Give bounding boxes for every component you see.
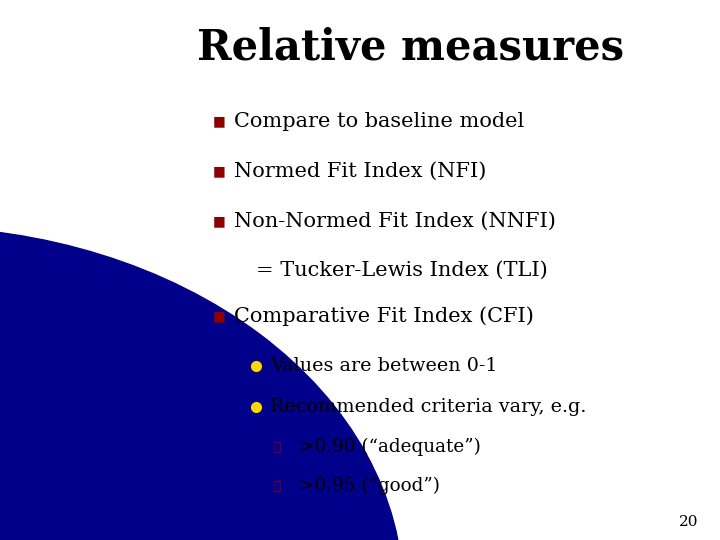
Text: = Tucker-Lewis Index (TLI): = Tucker-Lewis Index (TLI) xyxy=(256,261,547,280)
Text: Relative measures: Relative measures xyxy=(197,27,624,69)
Circle shape xyxy=(0,227,403,540)
Text: Comparative Fit Index (CFI): Comparative Fit Index (CFI) xyxy=(234,307,534,326)
Text: Normed Fit Index (NFI): Normed Fit Index (NFI) xyxy=(234,161,487,181)
Text: 20: 20 xyxy=(679,515,698,529)
Text: >0.90 (“adequate”): >0.90 (“adequate”) xyxy=(299,438,481,456)
Text: Recommended criteria vary, e.g.: Recommended criteria vary, e.g. xyxy=(270,397,586,416)
Text: ■: ■ xyxy=(212,214,225,228)
Text: ■: ■ xyxy=(212,309,225,323)
Text: ☞: ☞ xyxy=(274,480,281,492)
Text: >0.95 (“good”): >0.95 (“good”) xyxy=(299,477,440,495)
Text: Compare to baseline model: Compare to baseline model xyxy=(234,112,524,131)
Text: Values are between 0-1: Values are between 0-1 xyxy=(270,357,498,375)
Text: Non-Normed Fit Index (NNFI): Non-Normed Fit Index (NNFI) xyxy=(234,211,556,231)
Text: ■: ■ xyxy=(212,114,225,129)
Text: ☞: ☞ xyxy=(274,441,281,454)
Text: ■: ■ xyxy=(212,164,225,178)
